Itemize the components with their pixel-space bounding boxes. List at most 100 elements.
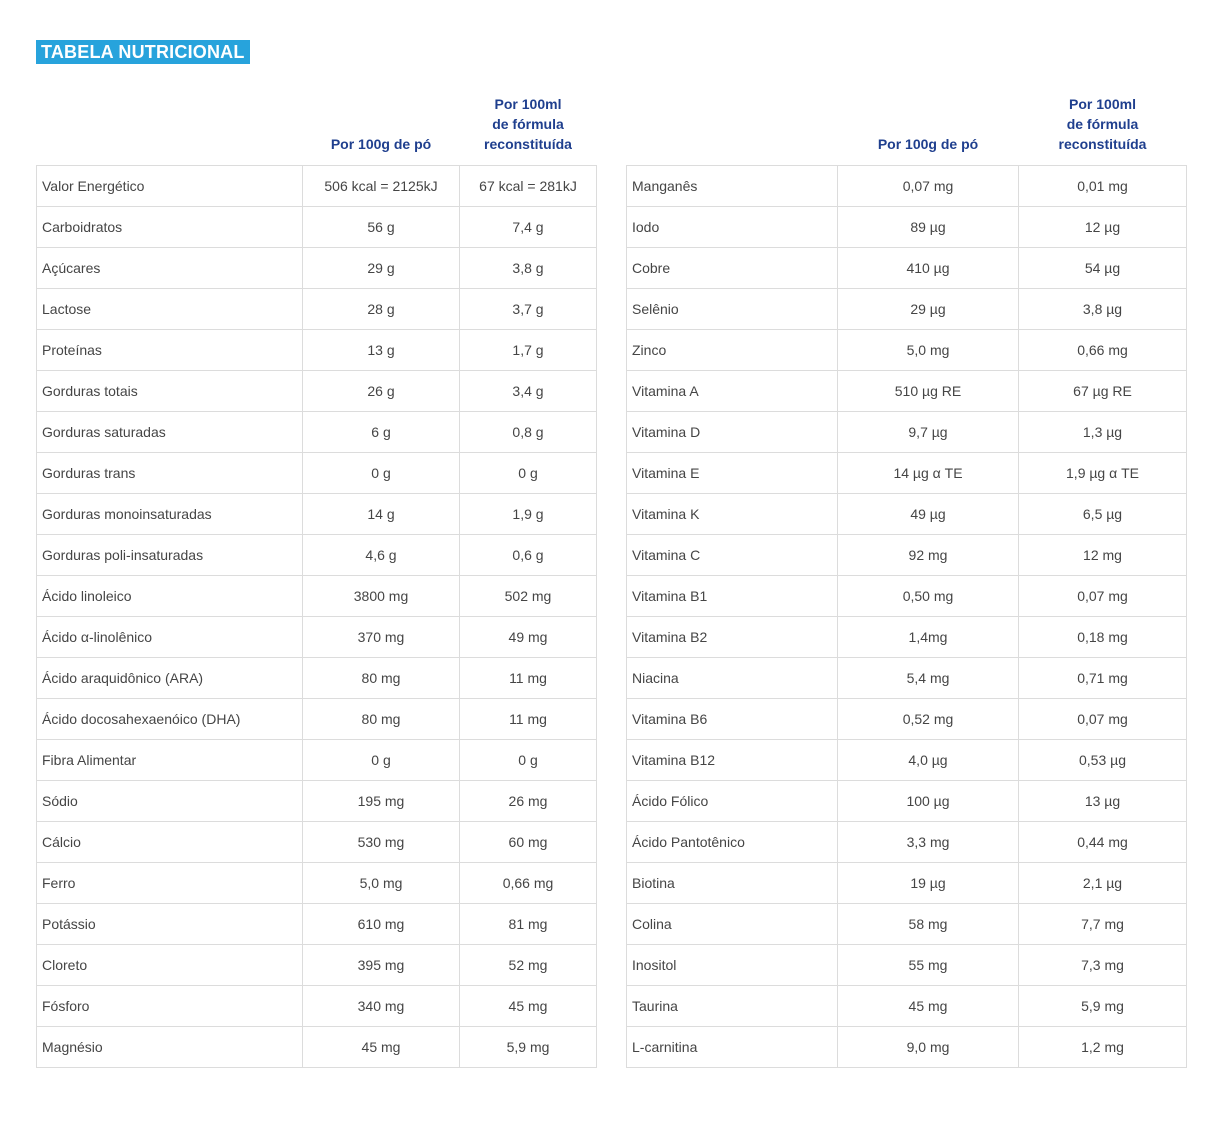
value-per-100g: 55 mg [837, 944, 1019, 986]
value-per-100ml: 54 µg [1018, 247, 1187, 289]
value-per-100ml: 11 mg [459, 698, 597, 740]
value-per-100ml: 0,66 mg [1018, 329, 1187, 371]
nutrient-name: Vitamina B1 [626, 575, 838, 617]
value-per-100ml: 81 mg [459, 903, 597, 945]
nutrient-name: Valor Energético [36, 165, 303, 207]
header-per-100ml-line1: Por 100ml [494, 96, 562, 112]
table-header-row: Por 100g de pó Por 100ml de fórmula reco… [37, 84, 597, 166]
value-per-100g: 56 g [302, 206, 460, 248]
nutrient-name: Vitamina E [626, 452, 838, 494]
value-per-100ml: 0 g [459, 739, 597, 781]
value-per-100g: 4,0 µg [837, 739, 1019, 781]
value-per-100ml: 1,9 µg α TE [1018, 452, 1187, 494]
value-per-100ml: 45 mg [459, 985, 597, 1027]
nutrient-name: Sódio [36, 780, 303, 822]
table-row: Ácido docosahexaenóico (DHA) 80 mg 11 mg [36, 698, 597, 740]
nutrient-name: Cálcio [36, 821, 303, 863]
value-per-100ml: 0,8 g [459, 411, 597, 453]
table-row: Iodo 89 µg 12 µg [626, 206, 1187, 248]
value-per-100g: 340 mg [302, 985, 460, 1027]
header-per-100ml: Por 100ml de fórmula reconstituída [1019, 84, 1187, 166]
nutrient-name: Colina [626, 903, 838, 945]
value-per-100ml: 67 kcal = 281kJ [459, 165, 597, 207]
nutrient-name: Vitamina K [626, 493, 838, 535]
value-per-100g: 510 µg RE [837, 370, 1019, 412]
table-row: Biotina 19 µg 2,1 µg [626, 862, 1187, 904]
table-row: Vitamina B12 4,0 µg 0,53 µg [626, 739, 1187, 781]
table-row: Gorduras saturadas 6 g 0,8 g [36, 411, 597, 453]
value-per-100g: 0,50 mg [837, 575, 1019, 617]
nutrient-name: Ácido araquidônico (ARA) [36, 657, 303, 699]
value-per-100g: 29 g [302, 247, 460, 289]
nutrition-table-left: Por 100g de pó Por 100ml de fórmula reco… [36, 84, 597, 1068]
value-per-100g: 28 g [302, 288, 460, 330]
value-per-100g: 506 kcal = 2125kJ [302, 165, 460, 207]
table-row: Gorduras poli-insaturadas 4,6 g 0,6 g [36, 534, 597, 576]
table-row: Ácido linoleico 3800 mg 502 mg [36, 575, 597, 617]
table-row: Vitamina B6 0,52 mg 0,07 mg [626, 698, 1187, 740]
nutrient-name: Cloreto [36, 944, 303, 986]
nutrient-name: Taurina [626, 985, 838, 1027]
nutrient-name: Ácido Pantotênico [626, 821, 838, 863]
value-per-100ml: 1,2 mg [1018, 1026, 1187, 1068]
nutrient-name: Manganês [626, 165, 838, 207]
nutrient-name: Ácido docosahexaenóico (DHA) [36, 698, 303, 740]
table-row: Ácido araquidônico (ARA) 80 mg 11 mg [36, 657, 597, 699]
value-per-100ml: 0,44 mg [1018, 821, 1187, 863]
value-per-100g: 0,07 mg [837, 165, 1019, 207]
value-per-100g: 0 g [302, 739, 460, 781]
value-per-100ml: 67 µg RE [1018, 370, 1187, 412]
nutrition-table-right: Por 100g de pó Por 100ml de fórmula reco… [626, 84, 1187, 1068]
table-row: Ácido Pantotênico 3,3 mg 0,44 mg [626, 821, 1187, 863]
nutrient-name: Iodo [626, 206, 838, 248]
nutrient-name: Carboidratos [36, 206, 303, 248]
table-row: Niacina 5,4 mg 0,71 mg [626, 657, 1187, 699]
value-per-100ml: 1,3 µg [1018, 411, 1187, 453]
nutrient-name: Gorduras saturadas [36, 411, 303, 453]
value-per-100ml: 5,9 mg [459, 1026, 597, 1068]
nutrient-name: Cobre [626, 247, 838, 289]
table-row: Lactose 28 g 3,7 g [36, 288, 597, 330]
value-per-100g: 395 mg [302, 944, 460, 986]
value-per-100g: 100 µg [837, 780, 1019, 822]
table-row: Cloreto 395 mg 52 mg [36, 944, 597, 986]
table-row: Vitamina K 49 µg 6,5 µg [626, 493, 1187, 535]
table-row: Carboidratos 56 g 7,4 g [36, 206, 597, 248]
header-per-100ml: Por 100ml de fórmula reconstituída [460, 84, 597, 166]
value-per-100g: 195 mg [302, 780, 460, 822]
value-per-100ml: 0,66 mg [459, 862, 597, 904]
value-per-100g: 0 g [302, 452, 460, 494]
table-row: Vitamina E 14 µg α TE 1,9 µg α TE [626, 452, 1187, 494]
value-per-100g: 45 mg [302, 1026, 460, 1068]
value-per-100ml: 0,07 mg [1018, 575, 1187, 617]
nutrient-name: Fósforo [36, 985, 303, 1027]
value-per-100ml: 0 g [459, 452, 597, 494]
nutrient-name: Vitamina C [626, 534, 838, 576]
value-per-100g: 610 mg [302, 903, 460, 945]
nutrient-name: Vitamina D [626, 411, 838, 453]
value-per-100g: 4,6 g [302, 534, 460, 576]
nutrient-name: Biotina [626, 862, 838, 904]
header-per-100ml-line1: Por 100ml [1069, 96, 1136, 112]
header-per-100ml-line3: reconstituída [484, 136, 572, 152]
value-per-100g: 6 g [302, 411, 460, 453]
nutrient-name: Potássio [36, 903, 303, 945]
value-per-100ml: 12 µg [1018, 206, 1187, 248]
value-per-100g: 0,52 mg [837, 698, 1019, 740]
value-per-100ml: 49 mg [459, 616, 597, 658]
table-row: Vitamina A 510 µg RE 67 µg RE [626, 370, 1187, 412]
value-per-100ml: 11 mg [459, 657, 597, 699]
value-per-100ml: 60 mg [459, 821, 597, 863]
nutrient-name: Gorduras poli-insaturadas [36, 534, 303, 576]
value-per-100ml: 0,71 mg [1018, 657, 1187, 699]
value-per-100ml: 1,9 g [459, 493, 597, 535]
table-row: Sódio 195 mg 26 mg [36, 780, 597, 822]
value-per-100ml: 3,7 g [459, 288, 597, 330]
value-per-100ml: 6,5 µg [1018, 493, 1187, 535]
value-per-100ml: 2,1 µg [1018, 862, 1187, 904]
value-per-100g: 89 µg [837, 206, 1019, 248]
nutrient-name: Gorduras trans [36, 452, 303, 494]
nutrient-name: Açúcares [36, 247, 303, 289]
value-per-100ml: 12 mg [1018, 534, 1187, 576]
value-per-100ml: 0,01 mg [1018, 165, 1187, 207]
